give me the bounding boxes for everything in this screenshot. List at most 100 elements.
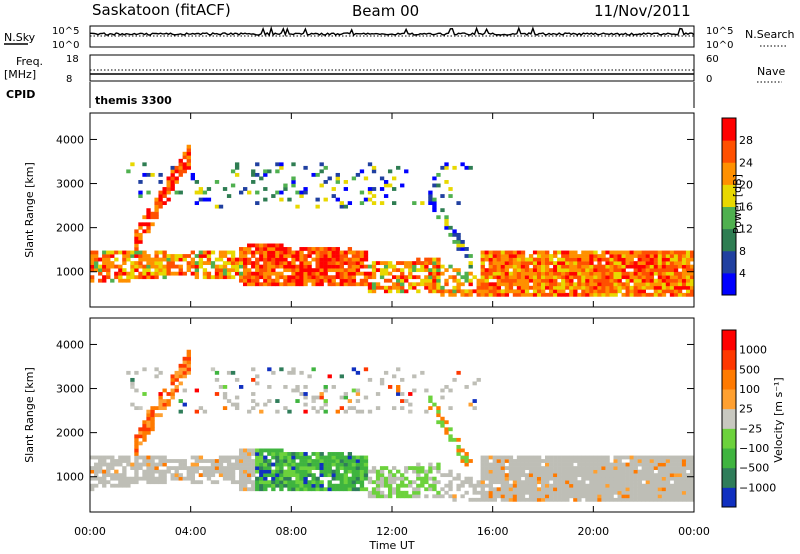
power-cell [162, 257, 167, 262]
date-title: 11/Nov/2011 [594, 2, 691, 20]
power-cell [633, 282, 638, 287]
power-cell [657, 271, 663, 276]
power-cell [400, 271, 405, 276]
velocity-cell [375, 490, 381, 495]
velocity-cell [673, 490, 679, 495]
power-cell [488, 261, 493, 265]
velocity-cell [536, 459, 542, 463]
power-cell [315, 275, 320, 280]
velocity-cell [295, 388, 300, 393]
power-cell [585, 282, 590, 287]
power-cell [359, 190, 365, 195]
power-cell [198, 257, 204, 262]
velocity-cell [363, 469, 369, 474]
velocity-cell [549, 462, 554, 467]
power-cell [375, 282, 381, 287]
power-cell [432, 201, 437, 206]
power-cell [311, 268, 316, 273]
velocity-cell [154, 374, 159, 379]
power-cell [677, 257, 683, 262]
power-cell [142, 229, 147, 234]
velocity-cell [480, 497, 485, 502]
velocity-cell [359, 473, 365, 478]
power-cell [134, 236, 139, 241]
velocity-cell [275, 483, 280, 488]
power-cell [279, 162, 284, 167]
nave-tick-bottom: 0 [706, 74, 712, 85]
power-cell [593, 292, 598, 297]
velocity-cell [371, 469, 377, 474]
power-cell [194, 264, 200, 269]
power-cell [166, 254, 171, 258]
velocity-cell [557, 483, 562, 488]
power-cell [528, 285, 534, 290]
power-cell [464, 289, 469, 294]
velocity-cell [605, 490, 610, 495]
power-cell [315, 250, 320, 255]
velocity-cell [150, 406, 155, 411]
power-cell [601, 250, 606, 255]
power-cell [464, 278, 469, 283]
velocity-cell [504, 476, 510, 481]
velocity-cell [255, 469, 260, 474]
power-cell [174, 264, 179, 269]
power-cell [532, 271, 538, 276]
power-cell [613, 261, 618, 265]
power-cell [255, 271, 260, 276]
power-cell [532, 250, 538, 255]
power-cell [444, 218, 449, 223]
beam-title: Beam 00 [352, 2, 419, 20]
velocity-cell [649, 494, 655, 499]
power-cell [186, 165, 191, 170]
velocity-cell [613, 455, 618, 460]
power-cell [617, 285, 622, 290]
velocity-cell [520, 494, 526, 499]
power-cell [605, 264, 610, 269]
velocity-cell [665, 480, 671, 485]
velocity-cell [472, 406, 477, 411]
velocity-cell [597, 469, 602, 474]
velocity-cell [512, 473, 518, 478]
velocity-cell [520, 455, 526, 460]
power-cell [641, 257, 646, 262]
power-cell [142, 271, 147, 276]
power-cell [315, 257, 320, 262]
power-cell [315, 254, 320, 258]
power-cell [625, 254, 630, 258]
velocity-cell [275, 409, 280, 414]
power-cell [247, 268, 252, 273]
velocity-cell [327, 473, 332, 478]
velocity-cell [617, 480, 622, 485]
power-cell [484, 254, 489, 258]
power-cell [283, 275, 288, 280]
velocity-cell [379, 466, 385, 470]
power-cell [400, 261, 405, 265]
power-cell [436, 172, 441, 177]
power-cell [565, 285, 570, 290]
power-cell [251, 254, 256, 258]
velocity-cell [315, 459, 320, 463]
power-cell [371, 169, 377, 174]
power-cell [613, 257, 618, 262]
velocity-cell [315, 480, 320, 485]
power-cell [633, 289, 638, 294]
velocity-cell [287, 409, 292, 414]
power-cell [202, 197, 208, 202]
velocity-cell [371, 480, 377, 485]
velocity-cell [396, 490, 401, 495]
velocity-cell [528, 494, 534, 499]
velocity-cell [138, 406, 143, 411]
power-cell [251, 278, 256, 283]
velocity-cell [186, 360, 191, 365]
power-cell [428, 190, 433, 195]
power-cell [238, 250, 244, 255]
velocity-cell [359, 469, 365, 474]
power-cell [532, 278, 538, 283]
velocity-cell [166, 469, 171, 474]
power-cell [496, 282, 502, 287]
velocity-cell [283, 473, 288, 478]
velocity-cell [565, 462, 570, 467]
velocity-cell [339, 459, 344, 463]
velocity-cell [677, 494, 683, 499]
power-cell [689, 264, 695, 269]
